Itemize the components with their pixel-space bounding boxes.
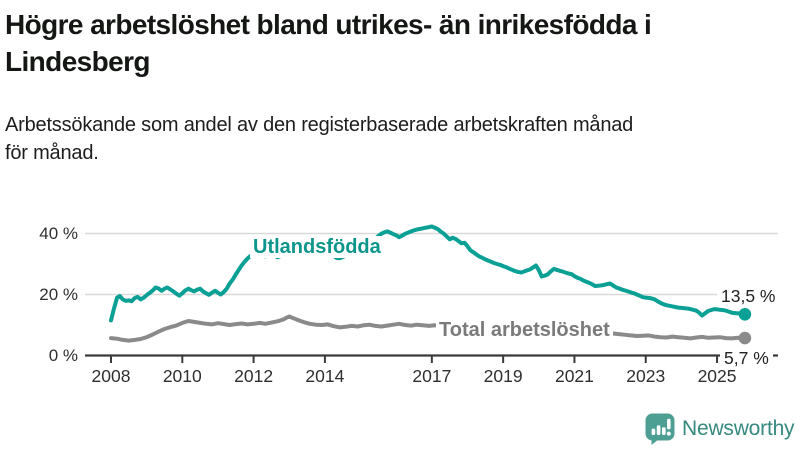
newsworthy-logo[interactable]: Newsworthy xyxy=(645,413,795,445)
series-label-utlandsfodda: Utlandsfödda xyxy=(250,236,384,258)
subtitle-line-1: Arbetssökande som andel av den registerb… xyxy=(5,114,634,136)
title-line-2: Lindesberg xyxy=(5,46,151,77)
y-axis-labels: 0 % 20 % 40 % xyxy=(0,0,78,450)
newsworthy-logo-text: Newsworthy xyxy=(682,417,795,440)
series-end-dot xyxy=(738,331,752,345)
title-line-1: Högre arbetslöshet bland utrikes- än inr… xyxy=(5,9,652,40)
end-value-label-utlandsfodda: 13,5 % xyxy=(717,285,780,307)
y-axis-label: 0 % xyxy=(48,345,78,365)
newsworthy-logo-icon xyxy=(645,413,675,445)
series-line xyxy=(109,314,747,343)
page-title: Högre arbetslöshet bland utrikes- än inr… xyxy=(5,6,794,80)
y-axis-label: 40 % xyxy=(39,223,78,243)
end-value-label-total: 5,7 % xyxy=(720,347,773,369)
series-line xyxy=(109,224,747,323)
chart-header: Högre arbetslöshet bland utrikes- än inr… xyxy=(0,0,800,167)
series-end-dot xyxy=(738,308,752,321)
series-label-total-arbetsloshet: Total arbetslöshet xyxy=(436,319,613,341)
y-axis-label: 20 % xyxy=(39,284,78,304)
subtitle-line-2: för månad. xyxy=(5,142,99,164)
chart-subtitle: Arbetssökande som andel av den registerb… xyxy=(5,111,794,167)
